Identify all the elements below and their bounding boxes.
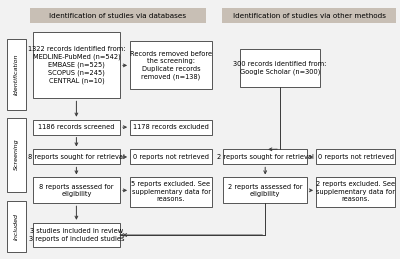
- Text: 8 reports assessed for
eligibility: 8 reports assessed for eligibility: [39, 184, 114, 197]
- Text: 1322 records identified from:
MEDLINE-PubMed (n=542)
EMBASE (n=525)
SCOPUS (n=24: 1322 records identified from: MEDLINE-Pu…: [28, 46, 125, 84]
- FancyBboxPatch shape: [223, 149, 307, 164]
- Text: 300 records identified from:
Google Scholar (n=300): 300 records identified from: Google Scho…: [233, 61, 327, 75]
- Text: Records removed before
the screening:
Duplicate records
removed (n=138): Records removed before the screening: Du…: [130, 51, 212, 80]
- Text: 1178 records excluded: 1178 records excluded: [133, 124, 209, 130]
- FancyBboxPatch shape: [7, 39, 26, 110]
- FancyBboxPatch shape: [130, 177, 212, 207]
- Text: Screening: Screening: [14, 139, 19, 170]
- Text: Identification of studies via databases: Identification of studies via databases: [50, 13, 186, 19]
- FancyBboxPatch shape: [130, 149, 212, 164]
- FancyBboxPatch shape: [130, 41, 212, 89]
- Text: Included: Included: [14, 213, 19, 240]
- FancyBboxPatch shape: [316, 177, 395, 207]
- FancyBboxPatch shape: [7, 118, 26, 192]
- FancyBboxPatch shape: [33, 177, 120, 203]
- Text: Identification: Identification: [14, 54, 19, 95]
- FancyBboxPatch shape: [130, 120, 212, 135]
- Text: 5 reports excluded. See
supplementary data for
reasons.: 5 reports excluded. See supplementary da…: [132, 181, 210, 203]
- FancyBboxPatch shape: [222, 8, 396, 23]
- Text: Identification of studies via other methods: Identification of studies via other meth…: [232, 13, 386, 19]
- FancyBboxPatch shape: [30, 8, 206, 23]
- Text: 2 reports excluded. See
supplementary data for
reasons.: 2 reports excluded. See supplementary da…: [316, 181, 395, 203]
- FancyBboxPatch shape: [33, 120, 120, 135]
- FancyBboxPatch shape: [7, 201, 26, 252]
- Text: 2 reports sought for retrieval: 2 reports sought for retrieval: [217, 154, 314, 160]
- FancyBboxPatch shape: [33, 32, 120, 98]
- Text: 2 reports assessed for
eligibility: 2 reports assessed for eligibility: [228, 184, 302, 197]
- FancyBboxPatch shape: [316, 149, 395, 164]
- FancyBboxPatch shape: [33, 149, 120, 164]
- Text: 1186 records screened: 1186 records screened: [38, 124, 115, 130]
- Text: 0 reports not retrieved: 0 reports not retrieved: [318, 154, 394, 160]
- FancyBboxPatch shape: [223, 177, 307, 203]
- Text: 0 reports not retrieved: 0 reports not retrieved: [133, 154, 209, 160]
- Text: 3 studies included in review
3 reports of included studies: 3 studies included in review 3 reports o…: [29, 228, 124, 242]
- FancyBboxPatch shape: [33, 223, 120, 247]
- FancyBboxPatch shape: [240, 49, 320, 87]
- Text: 8 reports sought for retrieval: 8 reports sought for retrieval: [28, 154, 125, 160]
